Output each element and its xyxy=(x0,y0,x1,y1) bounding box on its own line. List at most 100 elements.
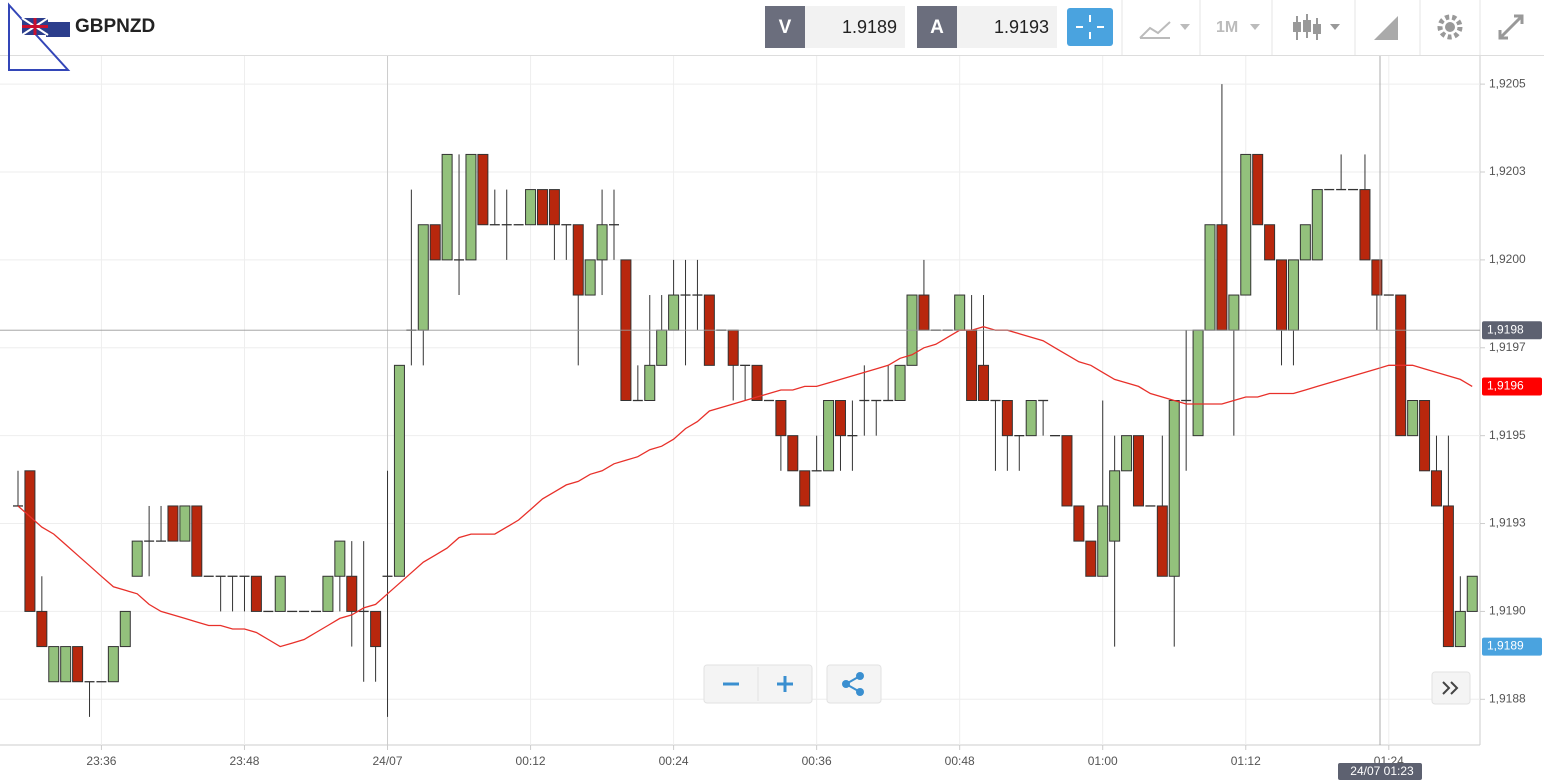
candle-body xyxy=(656,329,668,366)
candle-body xyxy=(775,400,787,437)
candle-body xyxy=(1228,294,1240,331)
candle-body xyxy=(1407,400,1419,437)
settings-icon[interactable] xyxy=(1437,14,1463,40)
ask-tag[interactable] xyxy=(917,6,957,48)
candle-body xyxy=(823,400,835,472)
candle-body xyxy=(477,153,489,226)
candle-body xyxy=(596,224,608,261)
last-price-label: 1,9189 xyxy=(1487,639,1524,653)
candle-body xyxy=(441,153,453,261)
flag-cross-red xyxy=(22,18,48,35)
zoom-in[interactable] xyxy=(777,676,793,692)
candle-body xyxy=(1466,575,1478,612)
candle-body xyxy=(191,505,203,577)
ask-label: A xyxy=(930,17,944,38)
candle-body xyxy=(370,610,382,648)
candles-icon-body xyxy=(1293,22,1301,32)
candle-body xyxy=(465,153,477,261)
candle-body xyxy=(1240,153,1252,296)
plot-layer xyxy=(0,56,1480,745)
x-tick-label: 01:12 xyxy=(1231,754,1261,768)
x-tick-label: 01:00 xyxy=(1088,754,1118,768)
zoom-controls xyxy=(703,664,1471,705)
y-tick-label: 1,9195 xyxy=(1489,428,1526,442)
candle-body xyxy=(787,435,799,472)
candle-body xyxy=(1204,224,1216,331)
candle-body xyxy=(1454,610,1466,648)
candle-body xyxy=(322,575,334,612)
candles-icon-body xyxy=(1303,20,1311,32)
candles-icon-body xyxy=(1313,24,1321,34)
candle-body xyxy=(1276,259,1288,331)
candle-body xyxy=(1073,505,1085,542)
x-tick-label: 00:24 xyxy=(659,754,689,768)
crosshair-button[interactable] xyxy=(1067,8,1113,46)
candle-body xyxy=(727,329,739,366)
scroll-box xyxy=(1431,671,1471,705)
candle-body xyxy=(584,259,596,296)
crosshair-time-label: 24/07 01:23 xyxy=(1350,764,1414,778)
y-tick-label: 1,9188 xyxy=(1489,691,1526,705)
candle-body xyxy=(799,470,811,507)
candle-body xyxy=(918,294,930,331)
candle-body xyxy=(346,575,358,612)
candle-body xyxy=(1121,435,1133,472)
candle-body xyxy=(954,294,966,331)
candle-body xyxy=(393,364,405,577)
candle-body xyxy=(1156,505,1168,577)
share-icon[interactable] xyxy=(842,672,864,696)
candle-body xyxy=(107,646,119,683)
candle-body xyxy=(668,294,680,331)
dropdown-arrow xyxy=(1250,24,1260,30)
candle-body xyxy=(1097,505,1109,577)
candle-body xyxy=(24,470,36,612)
chart-type-icon[interactable] xyxy=(1139,21,1171,39)
x-tick-label: 23:48 xyxy=(229,754,259,768)
candle-body xyxy=(1311,189,1323,261)
candle-body xyxy=(894,364,906,401)
bid-value: 1.9189 xyxy=(842,17,897,37)
candle-body xyxy=(274,575,286,612)
share-lines xyxy=(845,675,861,693)
moving-average xyxy=(17,326,1473,648)
candle-body xyxy=(60,646,72,683)
ask-box[interactable] xyxy=(957,6,1057,48)
fullscreen-icon[interactable] xyxy=(1498,14,1524,40)
scroll-right[interactable] xyxy=(1442,681,1459,695)
ma-price-label: 1,9196 xyxy=(1487,379,1524,393)
bid-tag[interactable] xyxy=(765,6,805,48)
timeframe[interactable]: 1M xyxy=(1216,19,1238,36)
x-tick-label: 24/07 xyxy=(373,754,403,768)
candle-body xyxy=(1299,224,1311,261)
candle-body xyxy=(1109,470,1121,542)
y-tick-label: 1,9197 xyxy=(1489,340,1526,354)
crosshair-time-bg xyxy=(1338,763,1422,780)
candle-body xyxy=(1419,400,1431,472)
candle-body xyxy=(572,224,584,296)
y-tick-label: 1,9200 xyxy=(1489,252,1526,266)
candle-body xyxy=(1025,400,1037,437)
candle-body xyxy=(334,540,346,577)
candle-body xyxy=(536,189,548,226)
dropdown-arrow xyxy=(1180,24,1190,30)
x-tick-label: 23:36 xyxy=(86,754,116,768)
bid-box[interactable] xyxy=(805,6,905,48)
candle-body xyxy=(1001,400,1013,437)
y-tick-label: 1,9190 xyxy=(1489,604,1526,618)
ask-value: 1.9193 xyxy=(994,17,1049,37)
y-tick-label: 1,9205 xyxy=(1489,76,1526,90)
candle-body xyxy=(966,329,978,401)
candle-body xyxy=(1216,224,1228,331)
candle-body xyxy=(119,610,131,648)
candle-body xyxy=(834,400,846,437)
y-tick-label: 1,9193 xyxy=(1489,516,1526,530)
candle-body xyxy=(1287,259,1299,331)
ma-price-label-bg xyxy=(1482,377,1542,396)
candle-body xyxy=(1359,189,1371,261)
flag-nz xyxy=(46,22,70,37)
draw-icon[interactable] xyxy=(1374,16,1398,40)
candle-body xyxy=(1085,540,1097,577)
candle-body xyxy=(1061,435,1073,507)
candle-body xyxy=(1252,153,1264,226)
